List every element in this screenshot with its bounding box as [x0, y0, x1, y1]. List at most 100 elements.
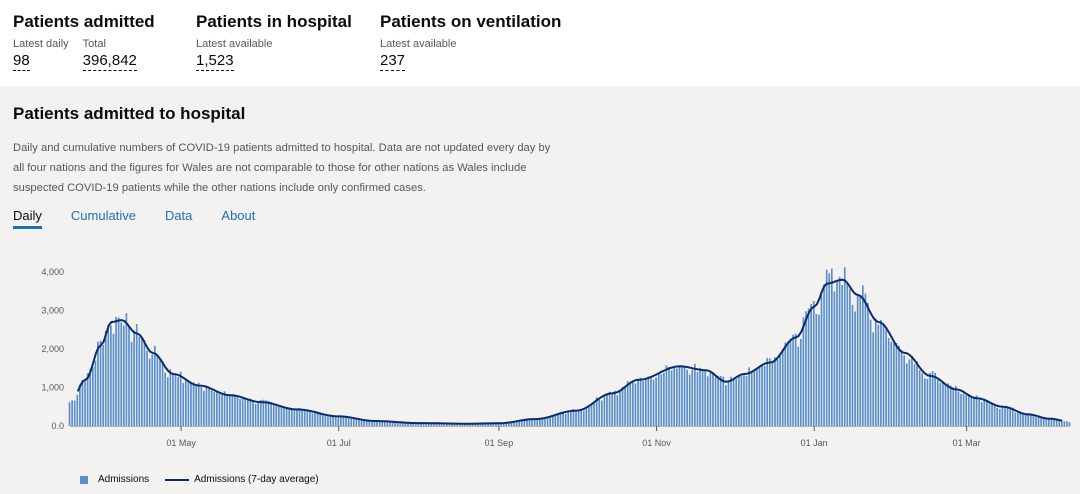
admissions-bar: [1040, 417, 1042, 426]
x-tick-label: 01 Nov: [642, 438, 671, 448]
admissions-bar: [513, 421, 515, 426]
admissions-bar: [414, 423, 417, 426]
admissions-bar: [864, 293, 867, 426]
admissions-bar: [311, 413, 314, 426]
y-tick-label: 0.0: [51, 421, 64, 431]
admissions-bar: [159, 360, 161, 426]
admissions-bar: [634, 383, 637, 426]
admissions-bar: [236, 396, 239, 426]
tab-about[interactable]: About: [221, 208, 256, 223]
admissions-bar: [345, 417, 347, 426]
admissions-bar: [360, 419, 363, 426]
admissions-bar: [86, 373, 89, 426]
admissions-bar: [815, 313, 818, 426]
admissions-bar: [694, 363, 696, 426]
admissions-bar: [195, 384, 198, 426]
headline-title: Patients on ventilation: [380, 12, 562, 31]
admissions-bar: [427, 422, 430, 426]
admissions-bar: [678, 365, 681, 426]
admissions-bar: [722, 376, 725, 426]
admissions-bar: [283, 407, 285, 426]
admissions-bar: [438, 423, 440, 426]
admissions-bar: [187, 380, 190, 426]
admissions-bar: [321, 413, 324, 426]
admissions-bar: [551, 414, 554, 426]
admissions-bar: [1053, 419, 1055, 426]
admissions-bar: [275, 406, 278, 426]
admissions-bar: [79, 384, 81, 426]
admissions-bar: [451, 423, 453, 426]
admissions-bar: [606, 394, 608, 426]
admissions-bar: [704, 369, 707, 426]
metric-value[interactable]: 237: [380, 52, 406, 71]
admissions-bar: [911, 356, 913, 426]
admissions-bar: [727, 380, 730, 426]
admissions-bar: [957, 391, 960, 426]
admissions-bar: [559, 412, 562, 426]
tab-cumulative[interactable]: Cumulative: [70, 208, 136, 223]
admissions-bar: [725, 385, 727, 426]
admissions-bar: [270, 401, 272, 426]
admissions-bar: [980, 402, 983, 426]
metric-value[interactable]: 98: [13, 52, 30, 71]
admissions-bar: [381, 421, 384, 426]
admissions-bar: [197, 382, 200, 426]
admissions-bar: [913, 364, 916, 426]
tab-daily[interactable]: Daily: [13, 208, 42, 229]
admissions-bar: [177, 377, 179, 426]
admissions-bar: [936, 379, 939, 426]
admissions-bar: [541, 418, 544, 426]
admissions-bar: [1001, 406, 1004, 426]
admissions-bar: [169, 369, 172, 426]
admissions-bar: [130, 341, 133, 426]
legend-bar-swatch: [80, 475, 88, 484]
admissions-bar: [533, 418, 536, 426]
admissions-bar: [267, 400, 270, 426]
admissions-bar: [510, 422, 513, 426]
admissions-bar: [924, 378, 926, 426]
admissions-bar: [399, 422, 402, 426]
admissions-bar: [125, 313, 128, 426]
admissions-bar: [216, 391, 218, 426]
admissions-bar: [650, 377, 652, 426]
admissions-bar: [701, 370, 704, 426]
admissions-bar: [621, 386, 624, 426]
admissions-bar: [836, 280, 838, 426]
legend-line-swatch: [165, 478, 190, 481]
admissions-bar: [117, 317, 120, 426]
admissions-bar: [252, 401, 254, 426]
admissions-bar: [776, 359, 779, 426]
admissions-bar: [1022, 414, 1024, 426]
tab-data[interactable]: Data: [164, 208, 193, 223]
admissions-bar: [616, 395, 619, 426]
admissions-bar: [916, 361, 918, 426]
admissions-bar: [515, 420, 518, 426]
admissions-bar: [849, 288, 851, 426]
admissions-bar: [138, 336, 141, 426]
admissions-bar: [637, 379, 639, 426]
admissions-bar: [355, 418, 358, 426]
admissions-bar: [872, 332, 875, 426]
admissions-bar: [918, 369, 921, 426]
admissions-bar: [1009, 407, 1011, 426]
admissions-bar: [391, 421, 394, 426]
admissions-bar: [986, 399, 988, 426]
admissions-bar: [570, 410, 572, 426]
admissions-bar: [239, 398, 241, 426]
admissions-bar: [539, 417, 541, 426]
admissions-bar: [712, 372, 714, 426]
admissions-bar: [298, 407, 301, 426]
metric-value[interactable]: 396,842: [82, 52, 137, 71]
admissions-bar: [996, 407, 999, 426]
admissions-bar: [244, 398, 247, 426]
admissions-bar: [492, 423, 495, 426]
admissions-bar: [730, 376, 732, 426]
admissions-bar: [489, 423, 492, 426]
y-tick-label: 3,000: [41, 306, 64, 316]
admissions-bar: [247, 399, 249, 426]
admissions-bar: [122, 325, 125, 426]
admissions-bar: [1024, 414, 1027, 426]
admissions-bar: [319, 412, 322, 426]
admissions-bar: [1045, 418, 1048, 426]
metric-value[interactable]: 1,523: [196, 52, 234, 71]
